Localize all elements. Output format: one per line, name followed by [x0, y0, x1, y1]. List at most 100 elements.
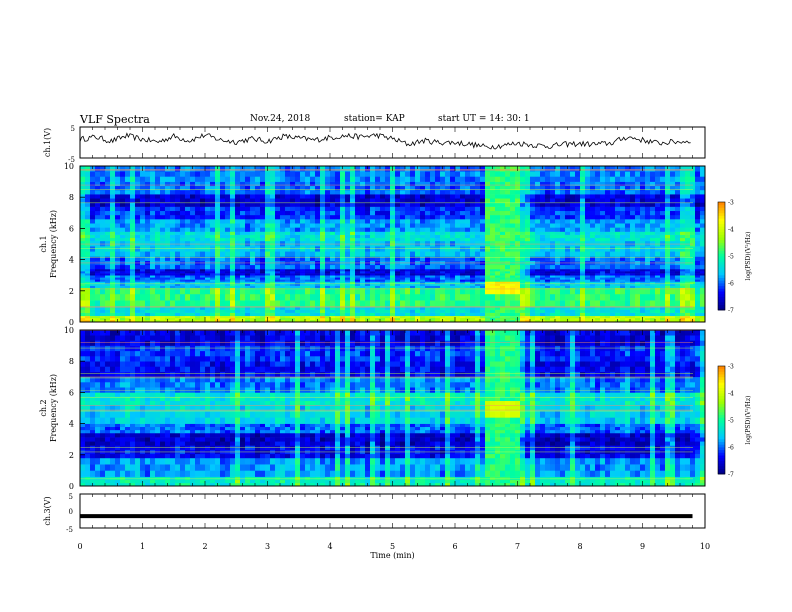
ch1-spectro-cell [385, 231, 391, 235]
ch1-spectro-cell [525, 285, 531, 288]
ch1-spectro-cell [395, 317, 401, 321]
ch1-spectro-cell [370, 176, 376, 182]
ch1-spectro-cell [260, 264, 266, 270]
ch1-spectro-cell [135, 214, 141, 220]
ch1-spectro-cell [595, 198, 601, 203]
ch1-spectro-cell [130, 256, 136, 261]
ch1-spectro-cell [595, 227, 601, 232]
ch1-spectro-cell [370, 251, 376, 257]
ch1-spectro-cell [375, 181, 381, 187]
ch1-spectro-cell [655, 268, 661, 272]
ch1-spectro-cell [260, 227, 266, 232]
ch1-spectro-cell [430, 277, 436, 280]
ch1-spectro-cell [505, 240, 511, 247]
ch1-spectro-cell [170, 185, 176, 191]
ch1-spectro-cell [400, 219, 406, 224]
ch1-spectro-cell [670, 256, 676, 261]
ch1-spectro-cell [455, 317, 461, 321]
ch1-spectro-cell [445, 185, 451, 191]
ch1-spectro-cell [375, 273, 381, 276]
ch1-spectro-cell [130, 210, 136, 216]
ch1-spectro-cell [490, 202, 496, 207]
ch1-spectro-cell [475, 185, 481, 191]
ch1-spectro-cell [540, 277, 546, 280]
ch1-spectro-cell [630, 237, 636, 242]
ch1-spectro-cell [145, 275, 151, 278]
ch1-spectro-cell [500, 176, 506, 182]
ch1-spectro-cell [580, 279, 586, 282]
ch1-spectro-cell [465, 285, 471, 288]
ch1-spectro-cell [565, 234, 571, 239]
ch1-spectro-cell [670, 227, 676, 232]
ch1-spectro-cell [435, 309, 441, 313]
ch1-spectro-cell [210, 210, 216, 216]
ch1-spectro-cell [555, 234, 561, 239]
ch1-spectro-cell [305, 277, 311, 280]
ch1-spectro-cell [560, 210, 566, 216]
ch1-spectro-cell [495, 171, 501, 177]
ch1-spectro-cell [365, 234, 371, 239]
ch1-spectro-cell [375, 210, 381, 216]
ch1-spectro-cell [550, 176, 556, 182]
ch1-spectro-cell [90, 281, 96, 284]
ch1-spectro-cell [185, 319, 191, 323]
ch1-spectro-cell [510, 194, 516, 199]
ch1-spectro-cell [580, 219, 586, 224]
ch1-spectro-cell [105, 264, 111, 270]
ch1-spectro-cell [405, 181, 411, 187]
ch1-spectro-cell [615, 223, 621, 228]
ch1-spectro-cell [415, 293, 421, 301]
ch1-spectro-cell [485, 202, 491, 207]
ch1-spectro-cell [475, 181, 481, 187]
ch1-spectro-cell [460, 273, 466, 276]
ch1-spectro-cell [285, 237, 291, 242]
ch1-spectro-cell [460, 279, 466, 282]
ch1-spectro-cell [430, 287, 436, 295]
ch1-spectro-cell [130, 231, 136, 235]
ch1-spectro-cell [560, 319, 566, 323]
ch1-spectro-cell [380, 279, 386, 282]
ch1-spectro-cell [515, 185, 521, 191]
ch1-spectro-cell [430, 312, 436, 317]
ch1-spectro-cell [470, 287, 476, 295]
ch1-spectro-cell [350, 273, 356, 276]
ch1-spectro-cell [595, 300, 601, 307]
ch1-spectro-cell [175, 283, 181, 286]
ch1-spectro-cell [235, 287, 241, 295]
ch1-spectro-cell [230, 277, 236, 280]
ch1-spectro-cell [625, 206, 631, 212]
ch1-spectro-cell [325, 277, 331, 280]
ch1-spectro-cell [240, 256, 246, 261]
ch1-spectro-cell [165, 223, 171, 228]
ch1-spectro-cell [105, 300, 111, 307]
ch1-spectro-cell [520, 231, 526, 235]
ch1-spectro-cell [330, 264, 336, 270]
ch1-spectro-cell [310, 319, 316, 323]
ch1-spectro-cell [270, 176, 276, 182]
ch1-spectro-cell [245, 223, 251, 228]
ch1-spectro-cell [350, 281, 356, 284]
ch1-spectro-cell [380, 202, 386, 207]
ch1-spectro-cell [250, 231, 256, 235]
ch1-spectro-cell [395, 206, 401, 212]
ch1-spectro-cell [135, 202, 141, 207]
ch1-spectro-cell [555, 275, 561, 278]
ch1-spectro-cell [355, 317, 361, 321]
ch1-spectro-cell [505, 219, 511, 224]
ch1-spectro-cell [135, 277, 141, 280]
ch1-spectro-cell [335, 166, 341, 172]
ch1-spectro-cell [450, 281, 456, 284]
ch1-spectro-cell [110, 279, 116, 282]
ch1-spectro-cell [580, 231, 586, 235]
ch1-spectro-cell [470, 231, 476, 235]
ch1-spectro-cell [420, 277, 426, 280]
ch1-spectro-cell [120, 189, 126, 195]
ch1-spectro-cell [650, 312, 656, 317]
ch1-spectro-cell [525, 198, 531, 203]
ch1-spectro-cell [530, 185, 536, 191]
ch1-spectro-cell [655, 206, 661, 212]
ch1-spectro-cell [640, 306, 646, 310]
ch1-spectro-cell [155, 275, 161, 278]
ch1-spectro-cell [565, 223, 571, 228]
ch1-spectro-cell [180, 189, 186, 195]
